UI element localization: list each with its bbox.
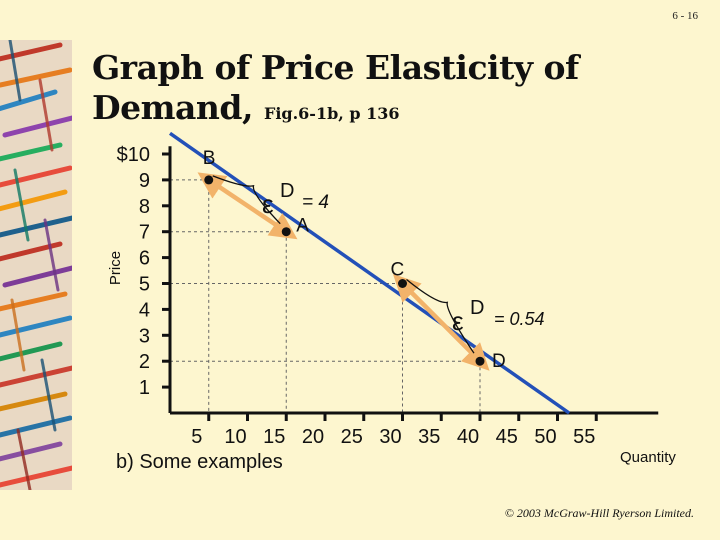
chart-caption: b) Some examples <box>116 451 283 473</box>
slide-title: Graph of Price Elasticity of Demand, Fig… <box>92 48 579 134</box>
decorative-painted-strip <box>0 40 72 490</box>
axes <box>162 146 659 421</box>
x-tick-label: 30 <box>379 426 401 448</box>
elasticity-annotation-upper: ε D = 4 <box>262 180 329 219</box>
title-line-2: Demand, Fig.6-1b, p 136 <box>92 88 579 134</box>
title-demand: Demand, <box>92 88 253 127</box>
x-tick-label: 35 <box>418 426 440 448</box>
x-tick-label: 25 <box>341 426 363 448</box>
title-figure-reference: Fig.6-1b, p 136 <box>263 104 400 123</box>
epsilon-superscript: D <box>280 180 294 202</box>
bracket-c-d <box>406 278 475 354</box>
bracket-b-a <box>212 175 281 225</box>
point-b <box>204 175 214 185</box>
x-tick-label: 45 <box>496 426 518 448</box>
y-tick-label: 8 <box>139 196 150 218</box>
copyright-notice: © 2003 McGraw-Hill Ryerson Limited. <box>504 506 694 520</box>
y-tick-label: $10 <box>117 144 150 166</box>
elasticity-value-upper: = 4 <box>302 192 329 213</box>
elasticity-annotation-lower: ε D = 0.54 <box>452 297 545 336</box>
y-tick-label: 5 <box>139 274 150 296</box>
y-tick-label: 4 <box>139 299 150 321</box>
arc-arrow-c-d <box>392 273 490 371</box>
title-line-1: Graph of Price Elasticity of <box>92 48 579 87</box>
data-points: B A C D <box>203 148 506 372</box>
point-label-c: C <box>391 260 405 281</box>
point-label-d: D <box>492 351 506 372</box>
x-axis-label: Quantity <box>620 449 676 466</box>
epsilon-superscript: D <box>470 297 484 319</box>
y-tick-label: 2 <box>139 351 150 373</box>
point-label-a: A <box>296 216 309 237</box>
slide-number: 6 - 16 <box>672 10 698 22</box>
x-tick-label: 20 <box>302 426 324 448</box>
guide-lines <box>170 179 481 413</box>
y-axis-label: Price <box>107 251 124 285</box>
arc-arrows <box>197 172 490 371</box>
x-tick-label: 55 <box>573 426 595 448</box>
y-tick-label: 3 <box>139 325 150 347</box>
epsilon-symbol: ε <box>452 306 464 336</box>
epsilon-symbol: ε <box>262 189 274 219</box>
y-tick-label: 6 <box>139 248 150 270</box>
x-tick-label: 10 <box>224 426 246 448</box>
point-a <box>281 227 291 237</box>
demand-line <box>168 131 571 415</box>
y-tick-label: 7 <box>139 222 150 244</box>
arc-arrow-b-a <box>197 172 298 240</box>
y-tick-label: 1 <box>139 377 150 399</box>
demand-line-layer <box>168 131 571 415</box>
y-tick-label: 9 <box>139 170 150 192</box>
point-d <box>475 356 485 366</box>
point-c <box>398 279 407 288</box>
x-tick-label: 50 <box>534 426 556 448</box>
x-tick-label: 5 <box>191 426 202 448</box>
x-tick-label: 40 <box>457 426 479 448</box>
elasticity-value-lower: = 0.54 <box>494 309 545 329</box>
x-tick-label: 15 <box>263 426 285 448</box>
point-label-b: B <box>203 148 216 169</box>
